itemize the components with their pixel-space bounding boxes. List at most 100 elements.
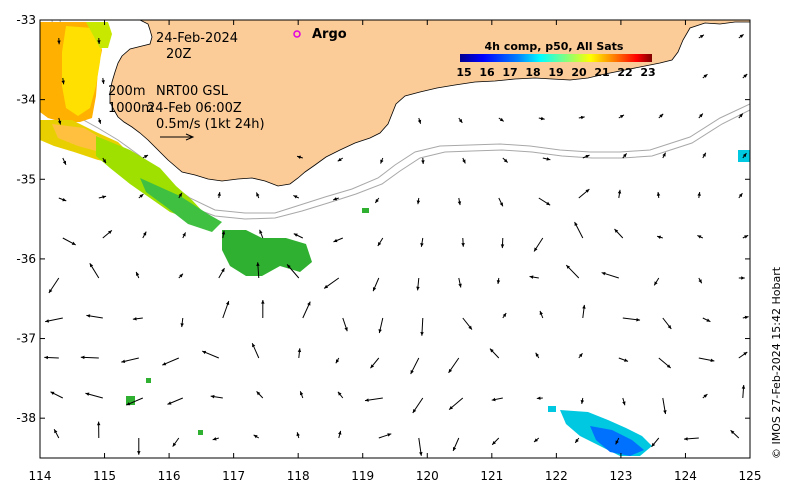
current-arrow (457, 197, 462, 206)
current-arrow (730, 429, 740, 439)
current-arrow (253, 434, 260, 439)
current-arrow (256, 262, 260, 279)
current-arrow (538, 116, 545, 121)
x-tick-label: 114 (29, 469, 52, 483)
current-arrow (372, 277, 380, 292)
current-arrow (448, 397, 464, 411)
colorbar-title: 4h comp, p50, All Sats (485, 40, 624, 53)
current-arrow (416, 277, 420, 291)
current-arrow (178, 192, 183, 199)
current-arrow (578, 188, 590, 199)
current-arrow (614, 228, 624, 239)
current-arrow (615, 437, 620, 445)
current-arrow (48, 277, 60, 294)
current-arrow (256, 391, 264, 399)
current-arrow (458, 277, 462, 288)
current-arrow (374, 197, 380, 204)
current-arrow (662, 152, 667, 159)
current-arrow (142, 231, 147, 239)
current-arrow (138, 193, 144, 199)
product-label: NRT00 GSL (156, 84, 229, 99)
current-arrow (622, 397, 626, 406)
current-arrow (221, 230, 226, 239)
current-arrow (53, 428, 60, 439)
current-arrow (323, 277, 340, 289)
current-arrow (697, 191, 701, 199)
current-arrow (462, 317, 473, 330)
current-arrow (698, 277, 703, 284)
current-arrow (418, 437, 423, 456)
current-arrow (102, 229, 113, 239)
y-tick-label: -36 (16, 252, 36, 266)
current-arrow (180, 317, 184, 328)
current-arrow (500, 237, 505, 249)
depth-200-label: 200m (108, 84, 145, 99)
current-arrow (162, 357, 179, 366)
current-arrow (102, 157, 107, 164)
current-arrow (533, 237, 544, 252)
current-arrow (251, 343, 260, 359)
scale-arrow (160, 133, 195, 141)
current-arrow (44, 355, 59, 360)
current-arrow (622, 317, 641, 322)
colorbar (460, 54, 652, 62)
current-arrow (533, 437, 540, 443)
x-tick-label: 115 (93, 469, 116, 483)
current-arrow (378, 317, 384, 334)
current-arrow (618, 357, 629, 362)
current-arrow (89, 263, 100, 279)
current-arrow (218, 267, 225, 279)
current-arrow (539, 310, 544, 319)
current-arrow (658, 357, 672, 369)
current-arrow (618, 114, 625, 119)
argo-marker-icon (293, 30, 301, 38)
current-arrow (698, 357, 715, 363)
colorbar-tick-label: 17 (502, 66, 517, 79)
current-arrow (738, 276, 745, 280)
current-arrow (491, 437, 500, 446)
current-arrow (536, 396, 543, 400)
y-tick-label: -34 (16, 93, 36, 107)
current-arrow (86, 314, 103, 319)
current-arrow (50, 391, 64, 399)
current-arrow (293, 194, 300, 199)
current-arrow (565, 264, 580, 279)
current-arrow (296, 155, 303, 159)
colorbar-tick-label: 18 (525, 66, 540, 79)
current-arrow (742, 73, 748, 79)
colorbar-tick-label: 20 (571, 66, 587, 79)
current-arrow (461, 237, 465, 247)
x-tick-label: 124 (674, 469, 697, 483)
current-arrow (578, 352, 583, 359)
current-arrow (617, 189, 622, 199)
current-arrow (420, 237, 424, 247)
current-arrow (97, 37, 101, 45)
current-arrow (416, 197, 421, 205)
current-arrow (337, 157, 344, 162)
colorbar-tick-label: 15 (456, 66, 471, 79)
current-arrow (337, 391, 344, 399)
plot-frame (39, 19, 751, 459)
y-tick-label: -38 (16, 411, 36, 425)
current-arrow (342, 317, 348, 332)
current-arrow (335, 357, 340, 364)
current-arrow (417, 117, 422, 124)
current-arrow (201, 350, 219, 359)
time-label: 20Z (166, 47, 192, 62)
current-arrow (535, 352, 540, 359)
scale-label: 0.5m/s (1kt 24h) (156, 117, 265, 132)
colorbar-tick-label: 16 (479, 66, 495, 79)
colorbar-ticks: 15 16 17 18 19 20 21 22 23 (456, 66, 655, 79)
x-tick-label: 119 (351, 469, 374, 483)
x-tick-label: 122 (545, 469, 568, 483)
current-arrow (742, 315, 749, 320)
current-arrow (142, 154, 149, 159)
current-arrow (338, 430, 342, 439)
current-arrow (299, 391, 304, 399)
current-arrow (412, 397, 424, 414)
current-arrow (498, 197, 504, 207)
current-arrow (101, 77, 105, 85)
date-label: 24-Feb-2024 (156, 31, 238, 46)
current-arrow (582, 154, 590, 159)
